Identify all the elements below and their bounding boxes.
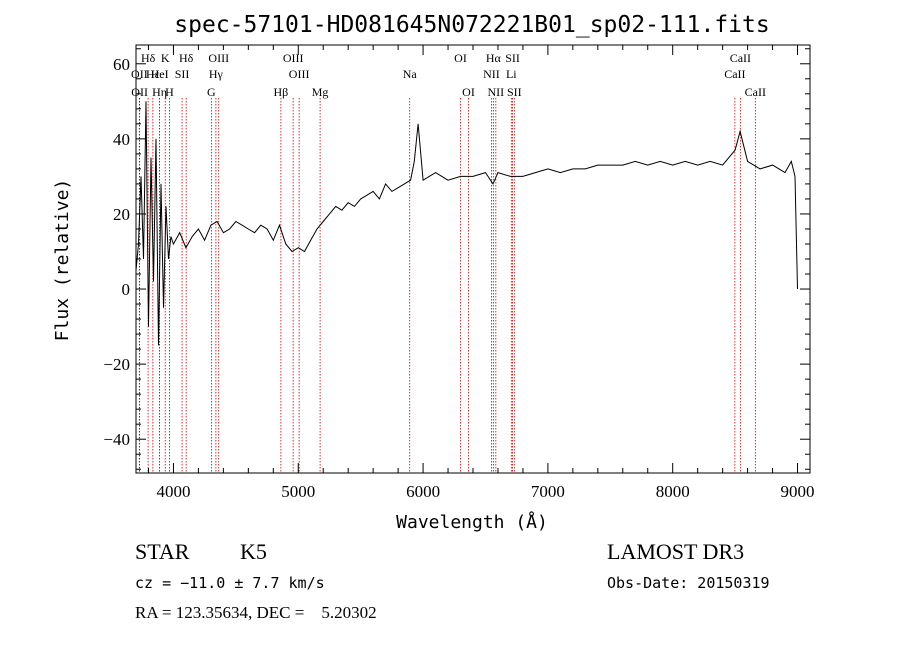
x-tick-label: 6000: [406, 482, 440, 501]
ra-dec: RA = 123.35634, DEC = 5.20302: [135, 603, 377, 622]
spectral-line-label: SII: [505, 51, 520, 65]
y-tick-label: −20: [103, 355, 130, 374]
spectral-line-label: OI: [454, 51, 467, 65]
spectral-line-label: K: [161, 51, 170, 65]
redshift-cz: cz = −11.0 ± 7.7 km/s: [135, 574, 325, 592]
survey-name: LAMOST DR3: [607, 539, 745, 564]
y-tick-label: 0: [122, 280, 131, 299]
y-tick-label: −40: [103, 430, 130, 449]
spectral-line-label: Hγ: [209, 67, 224, 81]
spectral-line-label: OII: [131, 67, 148, 81]
spectral-line-label: Mg: [312, 85, 329, 99]
spectral-line-label: H: [165, 85, 174, 99]
spectral-line-label: G: [207, 85, 216, 99]
spectral-line-label: HeI: [151, 67, 169, 81]
spectral-line-label: OII: [131, 85, 148, 99]
spectral-line-label: OIII: [289, 67, 310, 81]
object-subclass: K5: [240, 539, 267, 564]
spectral-line-label: Hδ: [179, 51, 194, 65]
object-class: STAR: [135, 539, 190, 564]
spectral-line-label: NII: [488, 85, 505, 99]
spectral-line-label: Na: [403, 67, 418, 81]
spectral-line-label: NII: [483, 67, 500, 81]
spectral-line-label: Hη: [152, 85, 167, 99]
spectral-line-label: CaII: [745, 85, 766, 99]
spectral-line-label: Hβ: [274, 85, 289, 99]
flux-line: [135, 101, 798, 346]
x-tick-label: 7000: [531, 482, 565, 501]
spectral-line-label: Li: [506, 67, 517, 81]
spectral-line-label: CaII: [730, 51, 751, 65]
x-tick-label: 4000: [156, 482, 190, 501]
y-tick-label: 60: [113, 55, 130, 74]
spectral-line-label: SII: [507, 85, 522, 99]
chart-title: spec-57101-HD081645N072221B01_sp02-111.f…: [174, 12, 769, 38]
y-axis-label: Flux (relative): [52, 179, 73, 342]
x-tick-label: 9000: [781, 482, 815, 501]
axis-ticks: 4000 5000 6000 7000 8000 9000 −40 −20 0 20 40 60: [103, 45, 815, 501]
obs-date: Obs-Date: 20150319: [607, 574, 770, 592]
y-tick-label: 20: [113, 205, 130, 224]
spectral-line-label: Hα: [486, 51, 502, 65]
spectral-line-label: OIII: [208, 51, 229, 65]
spectral-line-label: OIII: [283, 51, 304, 65]
flux-series: [135, 101, 798, 346]
x-axis-label: Wavelength (Å): [396, 511, 548, 533]
y-tick-label: 40: [113, 130, 130, 149]
spectral-line-label: Hδ: [141, 51, 156, 65]
plot-frame: [135, 44, 811, 474]
spectral-line-label: CaII: [724, 67, 745, 81]
spectral-line-label: SII: [175, 67, 190, 81]
x-tick-label: 5000: [281, 482, 315, 501]
x-tick-label: 8000: [656, 482, 690, 501]
spectral-line-label: Hε: [146, 67, 160, 81]
spectral-line-label: OI: [462, 85, 475, 99]
